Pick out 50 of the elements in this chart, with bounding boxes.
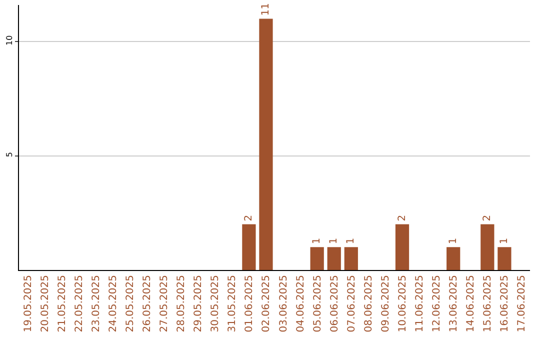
x-tick-label: 14.06.2025 [466, 275, 477, 332]
x-tick-label: 11.06.2025 [414, 275, 426, 332]
x-tick-label: 13.06.2025 [448, 275, 460, 332]
x-tick-label: 22.05.2025 [74, 275, 85, 332]
x-tick-label: 03.06.2025 [278, 275, 290, 332]
x-tick-label: 28.05.2025 [176, 275, 188, 332]
x-tick-label: 29.05.2025 [193, 275, 204, 332]
y-tick-label: 5 [4, 152, 14, 158]
x-tick-label: 17.06.2025 [516, 275, 528, 332]
bar [344, 247, 358, 270]
bar [310, 247, 324, 270]
bar [259, 18, 273, 270]
x-tick-label: 10.06.2025 [398, 275, 408, 332]
y-tick-label: 10 [4, 35, 14, 46]
data-label: 1 [498, 238, 510, 244]
bar [327, 247, 341, 270]
bar [395, 224, 410, 270]
bar [498, 247, 512, 270]
x-tick-label: 09.06.2025 [380, 275, 392, 332]
x-tick-label: 26.05.2025 [142, 275, 153, 332]
data-label: 1 [312, 238, 323, 244]
x-tick-label: 06.06.2025 [329, 275, 340, 332]
bar [480, 224, 494, 270]
x-tick-label: 30.05.2025 [210, 275, 222, 332]
data-label: 2 [396, 214, 408, 222]
x-tick-label: 12.06.2025 [432, 275, 443, 332]
data-label: 1 [328, 238, 340, 244]
x-tick-label: 02.06.2025 [261, 275, 272, 332]
data-label: 11 [260, 2, 272, 16]
x-tick-label: 21.05.2025 [56, 275, 68, 332]
x-tick-label: 27.05.2025 [159, 275, 170, 332]
x-tick-label: 08.06.2025 [363, 275, 374, 332]
x-tick-label: 25.05.2025 [124, 275, 136, 332]
x-tick-label: 04.06.2025 [295, 275, 306, 332]
x-tick-label: 07.06.2025 [346, 275, 358, 332]
data-label: 2 [482, 214, 493, 222]
bar [446, 247, 460, 270]
bar [242, 224, 256, 270]
data-label: 2 [243, 214, 254, 222]
data-label: 1 [448, 238, 459, 244]
x-tick-label: 31.05.2025 [227, 275, 238, 332]
x-tick-label: 05.06.2025 [312, 275, 324, 332]
x-tick-label: 16.06.2025 [500, 275, 511, 332]
x-tick-label: 15.06.2025 [482, 275, 494, 332]
x-tick-label: 20.05.2025 [40, 275, 51, 332]
x-tick-label: 24.05.2025 [108, 275, 119, 332]
x-tick-label: 23.05.2025 [90, 275, 102, 332]
x-tick-label: 19.05.2025 [22, 275, 34, 332]
x-tick-label: 01.06.2025 [244, 275, 256, 332]
data-label: 1 [346, 238, 357, 244]
